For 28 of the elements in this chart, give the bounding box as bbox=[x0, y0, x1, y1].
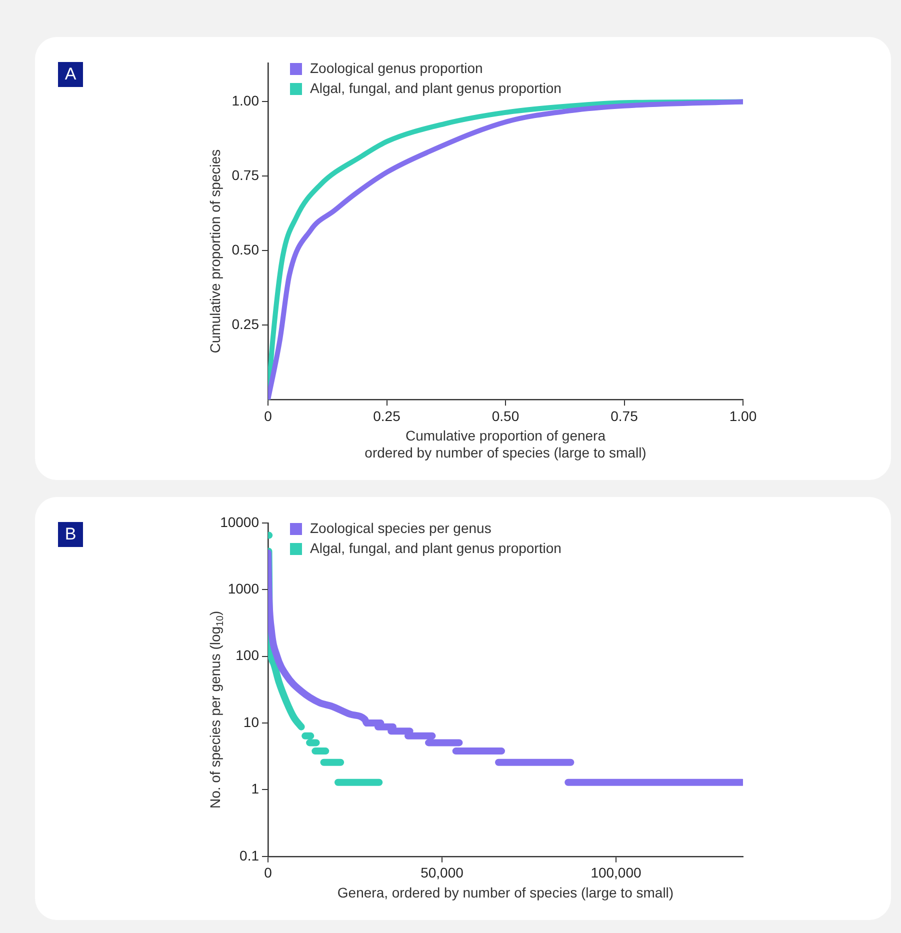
x-tick-label: 1.00 bbox=[729, 408, 757, 424]
text: A bbox=[64, 64, 77, 84]
x-tick-label: 0.75 bbox=[610, 408, 638, 424]
legend-label: Algal, fungal, and plant genus proportion bbox=[310, 80, 562, 96]
x-axis-title: Cumulative proportion of genera ordered by number of species (large to small) bbox=[364, 428, 646, 460]
y-tick-label: 0.1 bbox=[240, 847, 260, 864]
y-axis-title: Cumulative proportion of species bbox=[206, 149, 223, 354]
legend-label: Zoological genus proportion bbox=[310, 60, 483, 76]
y-axis-title: No. of species per genus (log10) bbox=[206, 610, 226, 809]
x-tick-label: 0 bbox=[264, 864, 272, 881]
y-tick-label: 0.75 bbox=[232, 167, 260, 184]
legend-label: Algal, fungal, and plant genus proportion bbox=[310, 540, 562, 556]
x-tick-label: 0.25 bbox=[373, 408, 401, 424]
legend-label: Zoological species per genus bbox=[310, 520, 492, 536]
y-tick-label: 0.25 bbox=[232, 316, 260, 332]
y-tick-label: 10000 bbox=[220, 514, 260, 530]
y-tick-label: 100 bbox=[236, 647, 260, 664]
x-tick-label: 0 bbox=[264, 408, 272, 424]
y-tick-label: 1000 bbox=[228, 580, 260, 597]
y-tick-label: 1.00 bbox=[232, 92, 260, 109]
x-tick-label: 0.50 bbox=[492, 408, 520, 424]
y-tick-label: 1 bbox=[251, 780, 260, 797]
x-axis-title: Genera, ordered by number of species (large to small) bbox=[337, 884, 674, 900]
text: B bbox=[64, 524, 76, 544]
y-tick-label: 0.50 bbox=[232, 242, 260, 258]
x-tick-label: 50,000 bbox=[420, 864, 464, 881]
y-tick-label: 10 bbox=[243, 714, 260, 730]
x-tick-label: 100,000 bbox=[590, 864, 642, 881]
